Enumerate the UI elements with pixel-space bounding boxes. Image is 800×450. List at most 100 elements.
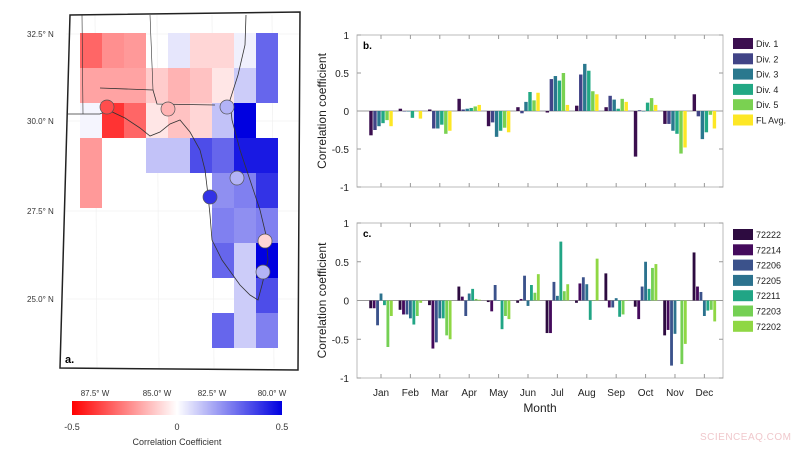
y-tick-label: 1 [343,219,349,230]
bar [654,264,658,301]
station-marker [229,170,245,186]
longitude-label: 82.5° W [198,389,227,398]
bar [490,300,494,312]
bar [457,98,461,111]
grid-cell [234,278,256,313]
bar [389,300,393,316]
bar [624,101,628,111]
y-axis-label: Correlation coefficient [315,242,329,359]
station-marker [160,101,176,117]
bar [502,111,507,128]
bar [498,111,503,131]
grid-cell [234,33,256,68]
bar [561,73,566,111]
bar [562,291,566,301]
y-axis-label: Correlation coefficient [315,52,329,169]
bar [477,104,481,111]
grid-cell [234,68,256,103]
bar [431,300,435,349]
bar [389,111,393,127]
state-boundary [81,14,154,115]
bar [585,284,589,301]
bar [402,111,407,112]
bar [405,300,409,315]
bar [670,300,673,366]
legend-swatch [733,290,753,302]
bar [486,111,491,127]
bar [428,109,432,111]
bar [473,106,477,111]
bar [667,111,671,124]
bar [398,108,403,111]
legend-label: Div. 3 [756,70,778,80]
bar [708,111,713,115]
legend-swatch [733,274,753,286]
grid-cell [190,68,212,103]
bar [464,300,468,316]
bar [519,298,523,301]
grid-cell [146,138,168,173]
bar [614,298,618,301]
bar [557,80,562,111]
grid-cell [234,103,256,138]
bar [581,277,585,301]
bar [592,300,596,301]
bar [532,100,536,111]
longitude-label: 87.5° W [81,389,110,398]
bar [516,107,520,111]
x-tick-label: Jan [373,388,389,399]
bar [369,111,373,136]
bar [679,111,683,154]
x-tick-label: Dec [695,388,713,399]
grid-cell [234,138,256,173]
bar [616,108,620,111]
y-tick-label: -1 [340,183,349,194]
bar [583,63,587,111]
y-tick-label: -0.5 [332,335,350,346]
bar [653,104,658,111]
latitude-label: 32.5° N [27,30,54,39]
bar [445,300,449,336]
bar [379,293,383,301]
bar [549,79,554,111]
bar [536,274,540,301]
bar [663,111,667,124]
legend-label: Div. 1 [756,39,778,49]
grid-cell [80,33,102,68]
legend-label: 72211 [756,291,780,301]
legend-label: Div. 2 [756,54,778,64]
legend-swatch [733,244,753,256]
bar [633,300,637,307]
y-tick-label: 0 [343,107,349,118]
bar [524,101,528,111]
bar [575,300,578,303]
grid-cell [212,173,234,208]
bar [444,111,448,134]
watermark: SCIENCEAQ.COM [700,432,792,443]
bar [414,111,419,112]
bar [680,300,684,365]
bar [575,105,579,111]
bar [536,92,540,111]
bar [663,300,667,336]
bar [415,300,419,316]
bar [428,300,431,306]
grid-cell [146,68,168,103]
legend-label: 72206 [756,261,781,271]
bar [566,284,570,301]
bar [649,98,654,111]
bar [604,107,608,111]
bar [545,300,549,334]
x-tick-label: Apr [461,388,477,399]
bar [675,111,679,134]
bar [383,300,386,306]
bar [461,109,465,111]
panel-label: b. [363,41,372,52]
bar [618,300,622,317]
bar [666,300,670,330]
grid-cell [80,103,102,138]
bar [621,300,625,315]
x-tick-label: Jun [520,388,536,399]
grid-cell [256,138,278,173]
